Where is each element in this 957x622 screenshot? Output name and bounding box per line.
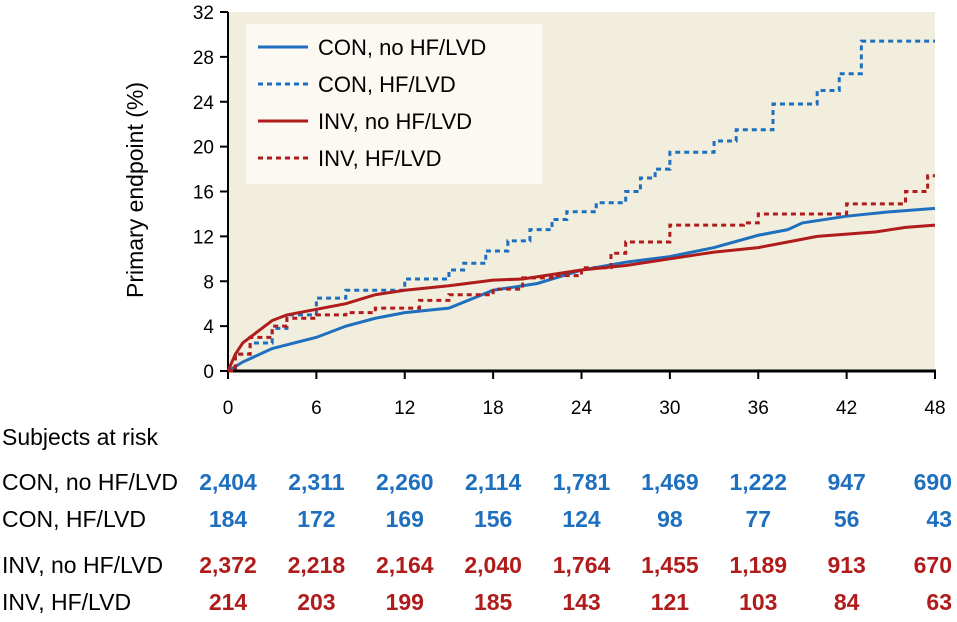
x-tick-label: 0 — [223, 398, 234, 419]
risk-table-title: Subjects at risk — [2, 424, 158, 450]
risk-value: 2,040 — [464, 552, 522, 578]
x-tick-label: 18 — [483, 398, 504, 419]
y-tick-label: 0 — [203, 362, 214, 383]
x-tick-label: 42 — [836, 398, 857, 419]
risk-value: 124 — [562, 506, 601, 532]
series-line-1 — [228, 39, 935, 373]
x-tick-label: 24 — [571, 398, 593, 419]
y-tick-label: 16 — [193, 183, 214, 204]
risk-value: 2,311 — [288, 469, 344, 495]
y-tick-label: 28 — [193, 48, 214, 69]
risk-value: 947 — [827, 469, 865, 495]
risk-value: 77 — [745, 506, 771, 532]
risk-value: 184 — [209, 506, 248, 532]
risk-value: 185 — [474, 589, 513, 615]
risk-value: 56 — [834, 506, 860, 532]
y-tick-label: 24 — [193, 93, 215, 114]
y-tick-label: 8 — [203, 272, 214, 293]
risk-value: 98 — [657, 506, 683, 532]
legend-label-2: INV, no HF/LVD — [318, 109, 472, 134]
x-tick-label: 12 — [394, 398, 415, 419]
risk-value: 2,114 — [465, 469, 521, 495]
y-tick-label: 20 — [193, 138, 214, 159]
risk-value: 103 — [739, 589, 777, 615]
risk-value: 2,372 — [199, 552, 257, 578]
y-tick-label: 4 — [203, 317, 214, 338]
legend-label-0: CON, no HF/LVD — [318, 35, 486, 60]
risk-value: 1,764 — [553, 552, 611, 578]
series-line-3 — [228, 174, 935, 373]
risk-value: 690 — [914, 469, 952, 495]
series-line-2 — [226, 223, 936, 372]
risk-value: 143 — [562, 589, 600, 615]
legend-label-3: INV, HF/LVD — [318, 146, 441, 171]
risk-value: 43 — [926, 506, 952, 532]
risk-value: 214 — [209, 589, 248, 615]
risk-value: 156 — [474, 506, 512, 532]
risk-value: 1,469 — [641, 469, 699, 495]
y-tick-label: 32 — [193, 3, 214, 24]
legend-label-1: CON, HF/LVD — [318, 72, 456, 97]
risk-value: 172 — [297, 506, 335, 532]
risk-row-label: CON, no HF/LVD — [2, 469, 178, 495]
x-tick-label: 30 — [659, 398, 680, 419]
risk-value: 169 — [386, 506, 424, 532]
y-axis-label: Primary endpoint (%) — [122, 82, 148, 298]
risk-value: 1,222 — [729, 469, 787, 495]
risk-row-label: INV, no HF/LVD — [2, 552, 163, 578]
x-tick-label: 36 — [748, 398, 769, 419]
risk-row-label: CON, HF/LVD — [2, 506, 146, 532]
x-tick-label: 48 — [924, 398, 945, 419]
risk-value: 913 — [827, 552, 865, 578]
risk-value: 1,781 — [553, 469, 611, 495]
risk-value: 2,164 — [376, 552, 434, 578]
risk-value: 203 — [297, 589, 335, 615]
risk-value: 2,218 — [288, 552, 346, 578]
risk-value: 121 — [651, 589, 690, 615]
risk-row-label: INV, HF/LVD — [2, 589, 131, 615]
risk-value: 1,189 — [729, 552, 787, 578]
risk-value: 84 — [834, 589, 860, 615]
risk-value: 199 — [386, 589, 424, 615]
risk-value: 2,260 — [376, 469, 434, 495]
y-tick-label: 12 — [193, 227, 214, 248]
risk-value: 63 — [926, 589, 952, 615]
risk-value: 1,455 — [641, 552, 699, 578]
x-tick-label: 6 — [311, 398, 322, 419]
risk-value: 2,404 — [199, 469, 257, 495]
risk-value: 670 — [914, 552, 952, 578]
